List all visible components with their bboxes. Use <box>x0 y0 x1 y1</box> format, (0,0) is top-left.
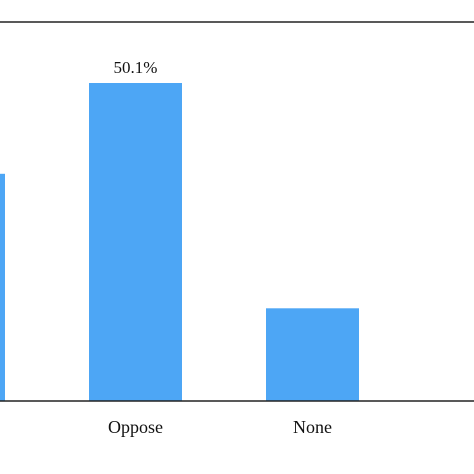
data-label-oppose: 50.1% <box>114 58 158 77</box>
x-tick-label-oppose: Oppose <box>108 417 163 437</box>
bar-support <box>0 173 5 401</box>
bar-none <box>266 308 359 401</box>
bars-layer <box>0 83 359 401</box>
x-tick-labels-layer: SupportOpposeNone <box>108 417 332 437</box>
data-labels-layer: 35.8%50.1% <box>114 58 158 77</box>
bar-oppose <box>89 83 182 401</box>
x-tick-label-none: None <box>293 417 332 437</box>
